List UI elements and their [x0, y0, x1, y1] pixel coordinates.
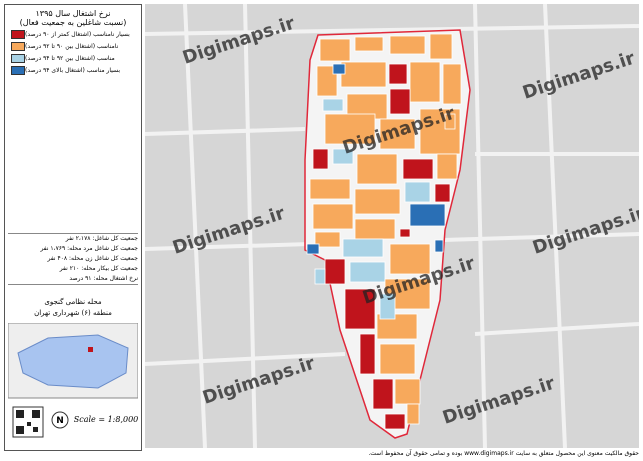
legend-label: بسیار نامناسب (اشتغال کمتر از ۹۰ درصد) [25, 31, 130, 38]
legend: بسیار نامناسب (اشتغال کمتر از ۹۰ درصد) نا… [5, 30, 141, 75]
stat: جمعیت کل بیکار محله: ۲۱۰ نفر [59, 265, 138, 272]
block [354, 188, 401, 215]
block [319, 38, 351, 62]
block [324, 258, 346, 285]
legend-label: نامناسب (اشتغال بین ۹۰ تا ۹۲ درصد) [25, 43, 119, 50]
stat: جمعیت کل شاغل زن محله: ۴۰۸ نفر [47, 255, 138, 262]
tehran [17, 334, 129, 389]
location [88, 347, 93, 352]
stat: نرخ اشتغال محله: ۹۱ درصد [69, 275, 138, 282]
blocks [306, 33, 462, 430]
legend-swatch [11, 54, 25, 63]
block [434, 183, 451, 203]
sidebar: نرخ اشتغال سال ۱۳۹۵ (نسبت شاغلین به جمعی… [4, 4, 142, 451]
legend-swatch [11, 30, 25, 39]
block [372, 378, 394, 410]
block [384, 413, 406, 430]
block [388, 63, 408, 85]
block [442, 63, 462, 105]
block [340, 61, 387, 88]
stats: جمعیت کل شاغل: ۲،۱۷۸ نفر جمعیت کل شاغل مر… [8, 233, 138, 285]
north: N [56, 416, 64, 426]
block [409, 203, 446, 227]
block [309, 178, 351, 200]
legend-swatch [11, 66, 25, 75]
block [389, 35, 426, 55]
block [394, 378, 421, 405]
region: محله نظامی گنجوی منطقه (۶) شهرداری تهران [5, 297, 141, 319]
scale: Scale = 1:8,000 [74, 415, 138, 424]
block [404, 181, 431, 203]
block [356, 153, 398, 185]
block [379, 343, 416, 375]
map: Digimaps.irDigimaps.irDigimaps.irDigimap… [145, 4, 639, 448]
block [342, 238, 384, 258]
block [306, 243, 320, 255]
footer: حقوق مالکیت معنوی این محصول متعلق به سای… [368, 450, 639, 457]
block [314, 231, 341, 248]
inset: N Scale = 1:8,000 [8, 323, 138, 438]
block [354, 218, 396, 240]
block [406, 403, 420, 425]
block [379, 118, 416, 150]
district: منطقه (۶) شهرداری تهران [34, 309, 112, 317]
block [389, 243, 431, 275]
block [324, 113, 376, 145]
block [389, 88, 411, 115]
legend-label: بسیار مناسب (اشتغال بالای ۹۴ درصد) [25, 67, 121, 74]
block [354, 36, 384, 52]
neighborhood: محله نظامی گنجوی [44, 298, 102, 306]
block [359, 333, 376, 375]
title: نرخ اشتغال سال ۱۳۹۵ [35, 9, 111, 18]
block [402, 158, 434, 180]
subtitle: (نسبت شاغلین به جمعیت فعال) [19, 18, 127, 27]
legend-item: بسیار مناسب (اشتغال بالای ۹۴ درصد) [8, 66, 138, 75]
qr-code [16, 410, 40, 434]
block [409, 61, 441, 103]
block [332, 63, 346, 75]
stat: جمعیت کل شاغل مرد محله: ۱،۷۶۹ نفر [40, 245, 138, 252]
block [429, 33, 453, 60]
legend-item: مناسب (اشتغال بین ۹۲ تا ۹۴ درصد) [8, 54, 138, 63]
block [436, 153, 458, 180]
block [379, 293, 396, 320]
block [312, 203, 354, 230]
block [349, 261, 386, 283]
block [322, 98, 344, 112]
block [434, 239, 444, 253]
legend-swatch [11, 42, 25, 51]
north-arrow [51, 411, 69, 429]
block [332, 148, 354, 165]
block [399, 228, 411, 238]
legend-item: بسیار نامناسب (اشتغال کمتر از ۹۰ درصد) [8, 30, 138, 39]
stat: جمعیت کل شاغل: ۲،۱۷۸ نفر [65, 235, 138, 242]
legend-label: مناسب (اشتغال بین ۹۲ تا ۹۴ درصد) [25, 55, 115, 62]
block [312, 148, 329, 170]
streets [145, 4, 639, 448]
block [444, 113, 456, 130]
block [314, 268, 326, 285]
legend-item: نامناسب (اشتغال بین ۹۰ تا ۹۲ درصد) [8, 42, 138, 51]
block [344, 288, 376, 330]
block [316, 65, 338, 97]
